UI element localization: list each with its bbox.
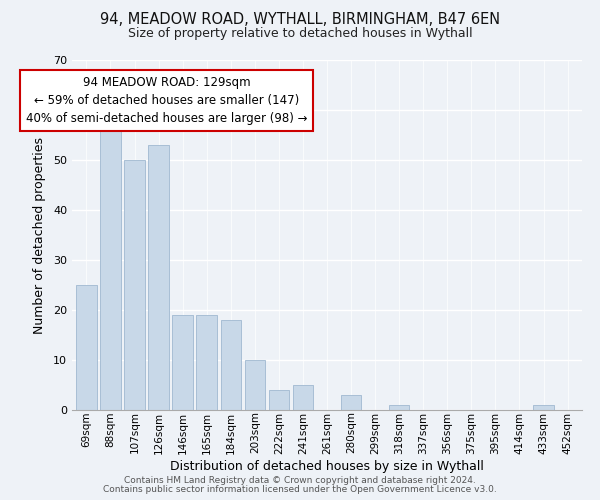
Text: Contains public sector information licensed under the Open Government Licence v3: Contains public sector information licen… <box>103 485 497 494</box>
Bar <box>269 390 289 410</box>
Text: 94, MEADOW ROAD, WYTHALL, BIRMINGHAM, B47 6EN: 94, MEADOW ROAD, WYTHALL, BIRMINGHAM, B4… <box>100 12 500 28</box>
Text: Contains HM Land Registry data © Crown copyright and database right 2024.: Contains HM Land Registry data © Crown c… <box>124 476 476 485</box>
Bar <box>124 160 145 410</box>
Bar <box>196 315 217 410</box>
X-axis label: Distribution of detached houses by size in Wythall: Distribution of detached houses by size … <box>170 460 484 473</box>
Bar <box>76 285 97 410</box>
Bar <box>341 395 361 410</box>
Bar <box>221 320 241 410</box>
Bar <box>245 360 265 410</box>
Bar <box>293 385 313 410</box>
Text: 94 MEADOW ROAD: 129sqm
← 59% of detached houses are smaller (147)
40% of semi-de: 94 MEADOW ROAD: 129sqm ← 59% of detached… <box>26 76 307 125</box>
Bar <box>148 145 169 410</box>
Bar <box>389 405 409 410</box>
Bar <box>533 405 554 410</box>
Bar <box>100 120 121 410</box>
Y-axis label: Number of detached properties: Number of detached properties <box>33 136 46 334</box>
Bar <box>172 315 193 410</box>
Text: Size of property relative to detached houses in Wythall: Size of property relative to detached ho… <box>128 28 472 40</box>
